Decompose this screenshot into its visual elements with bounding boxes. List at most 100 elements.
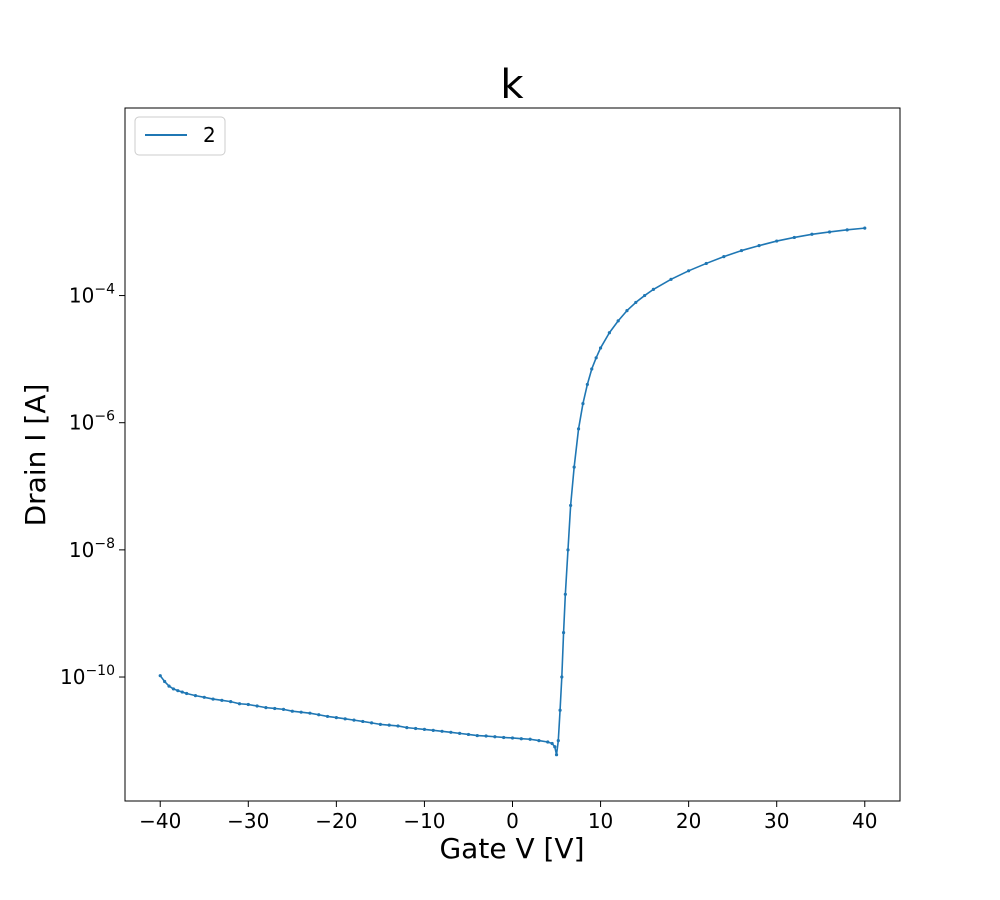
- y-tick-label-base: 10: [60, 665, 85, 689]
- x-tick-label: −10: [403, 809, 445, 833]
- data-point: [554, 753, 559, 757]
- data-point: [237, 702, 242, 706]
- data-point: [167, 684, 171, 688]
- y-tick-label-base: 10: [69, 411, 94, 435]
- data-point: [449, 730, 453, 734]
- data-point: [519, 737, 523, 741]
- data-point: [569, 503, 573, 508]
- data-point: [634, 300, 638, 305]
- series-markers-2: [158, 226, 867, 757]
- data-point: [440, 729, 444, 733]
- data-point: [687, 269, 691, 273]
- data-point: [528, 737, 532, 741]
- data-point: [163, 679, 167, 684]
- data-point: [264, 706, 268, 710]
- data-point: [598, 346, 603, 350]
- data-point: [158, 674, 162, 678]
- data-point: [325, 714, 330, 719]
- data-point: [643, 293, 647, 298]
- data-point: [378, 722, 382, 726]
- data-point: [556, 739, 560, 743]
- data-point: [193, 694, 198, 698]
- y-tick-label-exponent: −6: [94, 409, 115, 425]
- data-point: [550, 741, 554, 746]
- y-axis-label: Drain I [A]: [19, 384, 52, 527]
- data-point: [343, 717, 347, 721]
- y-tick-label: 10−4: [69, 282, 115, 308]
- x-tick-label: −20: [315, 809, 357, 833]
- data-point: [255, 704, 259, 708]
- data-point: [202, 695, 206, 699]
- data-point: [387, 723, 391, 727]
- data-point: [396, 724, 400, 728]
- data-point: [563, 592, 567, 596]
- data-point: [185, 691, 189, 696]
- data-point: [739, 248, 744, 253]
- y-tick-label: 10−8: [69, 536, 115, 562]
- data-point: [810, 232, 814, 236]
- data-point: [422, 727, 427, 732]
- data-point: [220, 698, 224, 702]
- data-point: [475, 733, 479, 738]
- data-point: [581, 401, 585, 406]
- x-tick-label: 30: [764, 809, 789, 833]
- data-point: [561, 630, 566, 635]
- data-point: [484, 734, 488, 738]
- data-point: [334, 716, 338, 720]
- chart-title: k: [500, 62, 524, 108]
- data-point: [211, 697, 215, 701]
- series-line-2: [159, 227, 865, 756]
- data-point: [317, 713, 321, 717]
- data-point: [722, 255, 726, 259]
- data-point: [792, 235, 796, 240]
- data-point: [669, 277, 673, 281]
- x-axis-label: Gate V [V]: [439, 832, 584, 865]
- data-point: [845, 228, 849, 232]
- data-point: [560, 675, 564, 679]
- data-point: [625, 309, 629, 313]
- legend-label: 2: [203, 123, 216, 147]
- data-point: [493, 735, 497, 739]
- x-tick-label: 10: [588, 809, 613, 833]
- y-tick-label-exponent: −10: [85, 663, 115, 679]
- data-point: [171, 687, 176, 691]
- data-point: [510, 736, 515, 740]
- x-tick-label: −30: [227, 809, 269, 833]
- plot-frame: [124, 107, 901, 802]
- x-tick-label: 20: [676, 809, 701, 833]
- data-point: [308, 711, 312, 715]
- x-tick-label: −40: [139, 809, 181, 833]
- data-point: [553, 745, 557, 749]
- data-point: [775, 239, 779, 243]
- data-point: [431, 728, 435, 732]
- data-point: [246, 702, 250, 707]
- data-point: [405, 726, 409, 730]
- x-tick-label: 40: [852, 809, 877, 833]
- data-point: [651, 287, 656, 291]
- data-point: [863, 226, 867, 230]
- data-point: [281, 707, 286, 711]
- y-tick-label: 10−6: [69, 409, 115, 435]
- y-tick-label-exponent: −8: [94, 536, 115, 552]
- data-point: [180, 690, 184, 694]
- y-tick-label-exponent: −4: [94, 282, 115, 298]
- y-tick-label-base: 10: [69, 538, 94, 562]
- data-point: [361, 719, 365, 724]
- data-point: [229, 700, 233, 704]
- data-point: [704, 261, 708, 266]
- data-point: [352, 718, 356, 722]
- data-point: [176, 689, 180, 693]
- y-tick-label-base: 10: [69, 284, 94, 308]
- data-point: [273, 706, 277, 711]
- data-point: [537, 739, 541, 743]
- data-point: [458, 731, 462, 735]
- data-point: [566, 548, 570, 552]
- x-tick-label: 0: [506, 809, 519, 833]
- data-point: [827, 230, 832, 234]
- data-point: [558, 708, 562, 712]
- x-axis-ticks: −40 −30 −20 −10 0 10 20 30 40: [139, 801, 877, 833]
- data-point: [576, 427, 581, 431]
- data-point: [290, 709, 294, 713]
